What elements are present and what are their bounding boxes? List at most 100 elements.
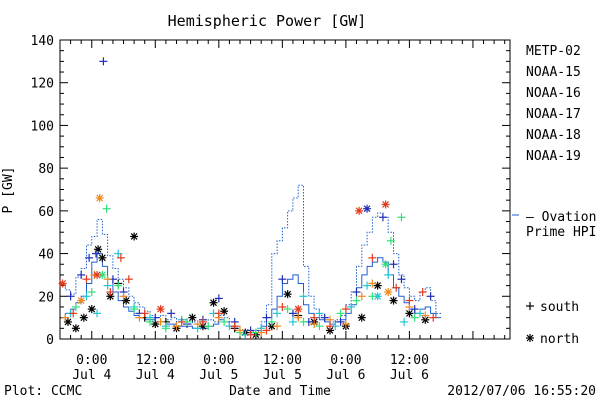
data-point bbox=[94, 245, 103, 254]
marker-stroke bbox=[268, 322, 276, 330]
data-point bbox=[405, 296, 414, 305]
marker-stroke bbox=[64, 318, 72, 326]
data-point bbox=[130, 305, 139, 314]
data-point bbox=[381, 260, 390, 269]
x-tick-date: Jul 5 bbox=[199, 368, 238, 383]
data-point bbox=[71, 302, 80, 311]
x-tick-time: 12:00 bbox=[390, 353, 429, 368]
data-point bbox=[294, 313, 303, 322]
data-point bbox=[236, 326, 244, 335]
data-point bbox=[410, 313, 419, 322]
data-point bbox=[326, 322, 334, 331]
data-point bbox=[193, 320, 202, 329]
legend-entry-noaa-16: NOAA-16 bbox=[526, 86, 581, 101]
data-point bbox=[69, 309, 78, 318]
data-point bbox=[93, 309, 102, 318]
data-point bbox=[87, 305, 96, 314]
marker-stroke bbox=[326, 327, 334, 334]
plot-credit: Plot: CCMC bbox=[4, 384, 82, 399]
data-point bbox=[58, 279, 67, 288]
data-point bbox=[79, 313, 88, 322]
legend-entry-noaa-19: NOAA-19 bbox=[526, 149, 581, 164]
data-point bbox=[98, 253, 107, 262]
data-point bbox=[85, 253, 94, 262]
data-point bbox=[63, 317, 72, 326]
legend-entry-noaa-17: NOAA-17 bbox=[526, 107, 581, 122]
ovation-south-line bbox=[60, 184, 442, 334]
marker-stroke bbox=[374, 282, 382, 290]
marker-stroke bbox=[122, 297, 130, 304]
data-point bbox=[220, 307, 229, 316]
data-point bbox=[278, 302, 287, 311]
data-point bbox=[405, 309, 414, 318]
data-point bbox=[288, 317, 297, 326]
data-point bbox=[167, 309, 176, 318]
x-axis-label: Date and Time bbox=[229, 384, 331, 399]
data-point bbox=[341, 320, 350, 329]
marker-stroke bbox=[284, 290, 292, 298]
data-point bbox=[135, 313, 144, 322]
data-point bbox=[156, 317, 165, 326]
ovation-legend-line2: Prime HPI bbox=[526, 225, 596, 240]
series-noaa-18 bbox=[61, 194, 430, 337]
data-point bbox=[278, 275, 287, 284]
y-axis-label: P [GW] bbox=[1, 167, 16, 214]
data-point bbox=[368, 279, 377, 288]
legend-entry-noaa-18: NOAA-18 bbox=[526, 128, 581, 143]
data-point bbox=[214, 309, 223, 318]
legend-entry-metp-02: METP-02 bbox=[526, 44, 581, 59]
data-point bbox=[230, 322, 239, 331]
data-point bbox=[114, 249, 123, 258]
marker-stroke bbox=[358, 314, 366, 322]
y-tick-label: 80 bbox=[38, 162, 54, 177]
data-point bbox=[299, 317, 308, 326]
x-tick-time: 12:00 bbox=[263, 353, 302, 368]
x-tick-time: 12:00 bbox=[136, 353, 175, 368]
series-noaa-15 bbox=[66, 57, 435, 335]
data-point bbox=[130, 232, 139, 241]
data-point bbox=[347, 302, 356, 311]
data-point bbox=[373, 281, 382, 290]
data-points bbox=[58, 57, 438, 339]
marker-stroke bbox=[106, 292, 114, 300]
data-point bbox=[188, 313, 197, 322]
data-point bbox=[77, 270, 86, 279]
marker-stroke bbox=[526, 334, 534, 342]
data-point bbox=[288, 309, 297, 318]
chart-title: Hemispheric Power [GW] bbox=[168, 12, 367, 30]
marker-stroke bbox=[421, 316, 429, 324]
y-tick-label: 140 bbox=[31, 34, 54, 49]
data-point bbox=[352, 296, 361, 305]
data-point bbox=[198, 317, 207, 326]
data-point bbox=[116, 253, 125, 262]
data-point bbox=[381, 200, 390, 209]
data-point bbox=[341, 305, 350, 314]
plot-timestamp: 2012/07/06 16:55:20 bbox=[447, 384, 596, 399]
data-point bbox=[102, 204, 111, 213]
data-point bbox=[177, 317, 186, 326]
data-point bbox=[386, 236, 395, 245]
data-point bbox=[82, 292, 91, 301]
data-point bbox=[103, 275, 112, 284]
marker-legend-symbol bbox=[526, 302, 534, 310]
data-point bbox=[336, 317, 345, 326]
data-point bbox=[384, 270, 393, 279]
y-tick-label: 60 bbox=[38, 205, 54, 220]
data-point bbox=[357, 313, 366, 322]
data-point bbox=[246, 330, 255, 339]
y-tick-label: 120 bbox=[31, 77, 54, 92]
marker-stroke bbox=[390, 297, 397, 304]
y-tick-label: 0 bbox=[46, 333, 54, 348]
data-point bbox=[93, 270, 102, 279]
data-point bbox=[267, 317, 276, 326]
data-point bbox=[140, 309, 149, 318]
data-point bbox=[267, 322, 276, 331]
data-point bbox=[122, 296, 131, 305]
marker-stroke bbox=[98, 254, 106, 262]
data-point bbox=[146, 317, 154, 326]
data-point bbox=[220, 317, 229, 326]
x-tick-time: 0:00 bbox=[76, 353, 107, 368]
data-point bbox=[172, 322, 181, 331]
data-point bbox=[410, 305, 419, 314]
data-point bbox=[397, 213, 406, 222]
